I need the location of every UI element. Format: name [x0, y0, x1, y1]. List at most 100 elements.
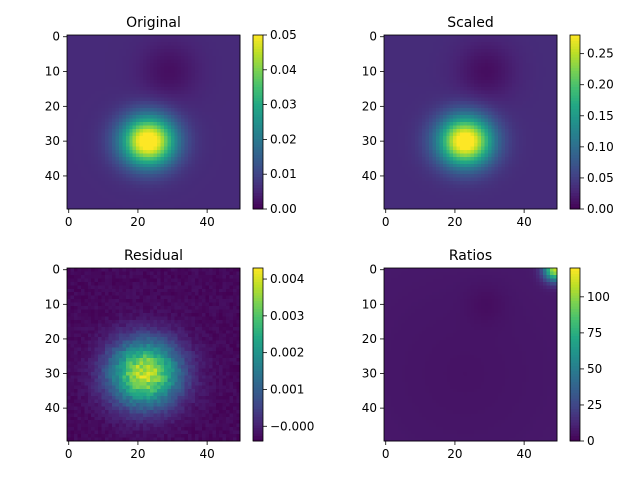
heatmap-cell [439, 73, 444, 78]
heatmap-cell [233, 104, 238, 109]
heatmap-cell [539, 41, 544, 46]
heatmap-cell [73, 90, 78, 95]
heatmap-cell [115, 128, 120, 133]
heatmap-cell [73, 139, 78, 144]
heatmap-cell [470, 125, 475, 130]
y-tick-label: 30 [45, 134, 60, 148]
heatmap-cell [146, 181, 151, 186]
heatmap-cell [498, 118, 503, 123]
heatmap-cell [449, 142, 454, 147]
heatmap-cell [432, 184, 437, 189]
heatmap-cell [432, 132, 437, 137]
heatmap-cell [77, 55, 82, 60]
heatmap-cell [501, 170, 506, 175]
heatmap-cell [494, 83, 499, 88]
heatmap-cell [442, 135, 447, 140]
heatmap-cell [449, 87, 454, 92]
heatmap-cell [428, 38, 433, 43]
heatmap-cell [108, 142, 113, 147]
heatmap-cell [84, 156, 89, 161]
heatmap-cell [550, 87, 555, 92]
heatmap-cell [170, 156, 175, 161]
heatmap-cell [67, 73, 71, 78]
heatmap-cell [453, 146, 458, 151]
heatmap-cell [508, 163, 513, 168]
heatmap-cell [108, 73, 113, 78]
heatmap-cell [132, 195, 137, 200]
heatmap-cell [505, 115, 510, 120]
heatmap-cell [77, 156, 82, 161]
heatmap-cell [460, 177, 465, 182]
heatmap-cell [480, 48, 485, 53]
heatmap-cell [129, 195, 134, 200]
heatmap-cell [415, 118, 420, 123]
heatmap-cell [139, 87, 144, 92]
heatmap-cell [101, 45, 106, 50]
heatmap-cell [394, 122, 399, 126]
heatmap-cell [463, 191, 468, 196]
heatmap-cell [415, 195, 420, 200]
heatmap-cell [188, 87, 193, 92]
heatmap-cell [453, 94, 458, 99]
heatmap-cell [484, 94, 489, 99]
heatmap-cell [467, 94, 471, 99]
heatmap-cell [150, 205, 154, 210]
heatmap-cell [174, 135, 179, 140]
heatmap-cell [188, 167, 193, 172]
heatmap-cell [525, 97, 530, 102]
heatmap-cell [174, 149, 179, 154]
heatmap-cell [70, 45, 75, 50]
heatmap-cell [195, 80, 199, 85]
heatmap-cell [477, 177, 482, 182]
heatmap-cell [91, 139, 96, 144]
heatmap-cell [115, 142, 120, 147]
heatmap-cell [136, 73, 141, 78]
heatmap-cell [467, 132, 471, 137]
heatmap-cell [491, 52, 496, 57]
heatmap-cell [143, 87, 148, 92]
heatmap-cell [501, 87, 506, 92]
heatmap-cell [125, 90, 130, 95]
heatmap-cell [501, 115, 506, 120]
heatmap-cell [115, 80, 120, 85]
heatmap-cell [491, 128, 496, 133]
heatmap-cell [408, 195, 413, 200]
heatmap-cell [188, 153, 193, 158]
heatmap-cell [487, 41, 492, 46]
heatmap-cell [212, 38, 217, 43]
heatmap-cell [170, 52, 175, 57]
panel-title: Scaled [447, 15, 494, 31]
heatmap-cell [505, 184, 510, 189]
heatmap-cell [432, 101, 437, 106]
heatmap-cell [512, 66, 516, 71]
heatmap-cell [87, 202, 92, 207]
heatmap-cell [150, 101, 154, 106]
heatmap-cell [101, 202, 106, 207]
heatmap-cell [139, 94, 144, 99]
heatmap-cell [195, 97, 199, 102]
heatmap-cell [136, 41, 141, 46]
heatmap-cell [387, 188, 392, 193]
heatmap-cell [177, 108, 182, 113]
heatmap-cell [467, 195, 471, 200]
heatmap-cell [77, 62, 82, 67]
heatmap-cell [428, 76, 433, 81]
heatmap-cell [390, 55, 395, 60]
heatmap-cell [512, 87, 516, 92]
heatmap-cell [415, 87, 420, 92]
heatmap-cell [132, 59, 137, 64]
heatmap-cell [108, 94, 113, 99]
heatmap-cell [470, 66, 475, 71]
heatmap-cell [529, 184, 534, 189]
heatmap-cell [163, 94, 168, 99]
heatmap-cell [160, 104, 165, 109]
heatmap-cell [181, 142, 186, 147]
heatmap-cell [188, 80, 193, 85]
heatmap-cell [515, 125, 520, 130]
heatmap-cell [394, 184, 399, 189]
heatmap-cell [129, 177, 134, 182]
heatmap-cell [518, 174, 523, 179]
heatmap-cell [397, 55, 402, 60]
heatmap-cell [428, 160, 433, 165]
heatmap-cell [184, 66, 189, 71]
